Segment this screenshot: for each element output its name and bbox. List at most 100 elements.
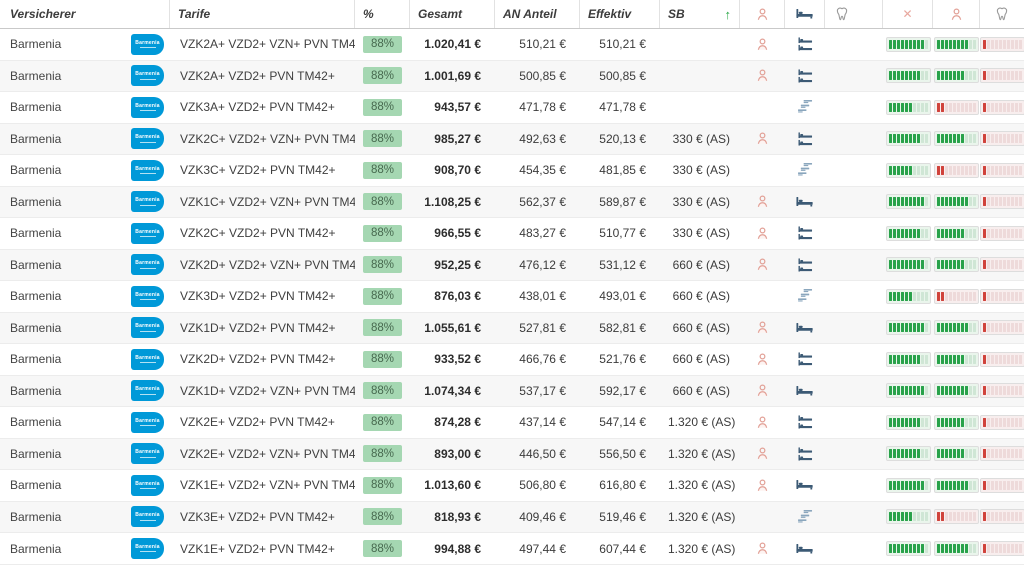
percent-cell: 88% — [355, 224, 410, 242]
table-row[interactable]: Barmenia Barmenia VZK2A+ VZD2+ PVN TM42+ 88… — [0, 60, 1024, 93]
table-row[interactable]: Barmenia Barmenia VZK1D+ VZD2+ PVN TM42+ 88… — [0, 312, 1024, 345]
doctor-rating-bar — [934, 225, 979, 241]
gesamt-value: 943,57 € — [434, 100, 481, 115]
table-row[interactable]: Barmenia Barmenia VZK2D+ VZD2+ PVN TM42+ 88… — [0, 344, 1024, 376]
table-row[interactable]: Barmenia Barmenia VZK2E+ VZD2+ VZN+ PVN TM… — [0, 438, 1024, 471]
effektiv-value: 510,21 € — [599, 37, 646, 52]
tariff-name: VZK1E+ VZD2+ VZN+ PVN TM42+ — [170, 478, 355, 492]
dental-rating-bar — [980, 162, 1024, 178]
percent-badge: 88% — [363, 413, 402, 431]
percent-badge: 88% — [363, 445, 402, 463]
sb-value: 660 € (AS) — [672, 257, 730, 272]
double-bed-icon — [798, 37, 813, 51]
dental-rating-bar — [980, 351, 1024, 367]
column-header-tarife[interactable]: Tarife — [170, 0, 355, 28]
column-header-percent[interactable]: % — [355, 0, 410, 28]
effektiv-value: 481,85 € — [599, 163, 646, 178]
column-header-hospital[interactable] — [785, 0, 825, 28]
tariff-name: VZK3C+ VZD2+ PVN TM42+ — [170, 163, 355, 177]
column-header-effektiv[interactable]: Effektiv — [580, 0, 660, 28]
sb-value: 1.320 € (AS) — [668, 415, 736, 430]
table-row[interactable]: Barmenia Barmenia VZK2C+ VZD2+ PVN TM42+ 88… — [0, 218, 1024, 250]
tariff-label: VZK3D+ VZD2+ PVN TM42+ — [180, 289, 336, 304]
exclusion-rating-bar — [885, 541, 931, 556]
tariff-name: VZK1D+ VZD2+ PVN TM42+ — [170, 321, 355, 335]
insurer-logo: Barmenia — [131, 380, 164, 402]
doctor-cell — [740, 320, 785, 335]
exclusion-rating-bar — [885, 414, 931, 430]
effektiv-value: 592,17 € — [599, 383, 646, 398]
hospital-room-cell — [785, 258, 825, 272]
doctor-rating-bar — [934, 257, 979, 273]
column-header-dental-score[interactable] — [980, 0, 1024, 28]
doctor-rating-bar-cell — [933, 257, 980, 273]
exclusion-rating-bar — [885, 131, 931, 147]
column-header-doctor[interactable] — [740, 0, 785, 28]
insurer-name: Barmenia — [10, 446, 62, 461]
doctor-icon — [755, 226, 770, 241]
doctor-cell — [740, 415, 785, 430]
sb-value: 330 € (AS) — [672, 163, 730, 178]
hospital-room-cell — [785, 69, 825, 83]
tariff-label: VZK2A+ VZD2+ VZN+ PVN TM42+ — [180, 37, 355, 52]
hospital-room-cell — [785, 289, 825, 303]
gesamt-value: 985,27 € — [434, 131, 481, 146]
table-row[interactable]: Barmenia Barmenia VZK1C+ VZD2+ VZN+ PVN TM… — [0, 186, 1024, 219]
dental-rating-bar — [980, 36, 1024, 52]
column-header-dental[interactable] — [825, 0, 883, 28]
hospital-room-cell — [785, 100, 825, 114]
table-row[interactable]: Barmenia Barmenia VZK2D+ VZD2+ VZN+ PVN TM… — [0, 249, 1024, 282]
column-header-gesamt[interactable]: Gesamt — [410, 0, 495, 28]
table-row[interactable]: Barmenia Barmenia VZK2A+ VZD2+ VZN+ PVN TM… — [0, 29, 1024, 61]
doctor-rating-bar — [934, 477, 979, 493]
dental-rating-bar-cell — [980, 320, 1024, 336]
column-header-versicherer[interactable]: Versicherer — [0, 0, 170, 28]
insurer-name: Barmenia — [10, 163, 62, 178]
insurer-logo: Barmenia — [131, 65, 164, 87]
dental-rating-bar-cell — [980, 477, 1024, 493]
doctor-icon — [755, 37, 770, 52]
exclusion-rating-bar — [885, 99, 931, 115]
table-row[interactable]: Barmenia Barmenia VZK3A+ VZD2+ PVN TM42+ 88… — [0, 92, 1024, 124]
column-header-doctor-score[interactable] — [933, 0, 980, 28]
tariff-label: VZK1C+ VZD2+ VZN+ PVN TM42+ — [180, 194, 355, 209]
table-row[interactable]: Barmenia Barmenia VZK3D+ VZD2+ PVN TM42+ 88… — [0, 281, 1024, 313]
percent-cell: 88% — [355, 445, 410, 463]
doctor-rating-bar-cell — [933, 414, 980, 430]
doctor-cell — [740, 131, 785, 146]
column-header-an-anteil[interactable]: AN Anteil — [495, 0, 580, 28]
dental-rating-bar-cell — [980, 162, 1024, 178]
table-row[interactable]: Barmenia Barmenia VZK1D+ VZD2+ VZN+ PVN TM… — [0, 375, 1024, 408]
table-row[interactable]: Barmenia Barmenia VZK1E+ VZD2+ PVN TM42+ 88… — [0, 533, 1024, 565]
tariff-name: VZK2A+ VZD2+ PVN TM42+ — [170, 69, 355, 83]
table-row[interactable]: Barmenia Barmenia VZK2E+ VZD2+ PVN TM42+ 88… — [0, 407, 1024, 439]
doctor-rating-bar-cell — [933, 99, 980, 115]
sort-ascending-icon[interactable]: ↑ — [724, 6, 732, 22]
percent-cell: 88% — [355, 130, 410, 148]
table-row[interactable]: Barmenia Barmenia VZK2C+ VZD2+ VZN+ PVN TM… — [0, 123, 1024, 156]
insurer-cell: Barmenia Barmenia — [0, 411, 170, 433]
percent-badge: 88% — [363, 382, 402, 400]
doctor-rating-bar — [934, 446, 979, 462]
effektiv-value: 520,13 € — [599, 131, 646, 146]
percent-badge: 88% — [363, 540, 402, 557]
tariff-label: VZK1D+ VZD2+ VZN+ PVN TM42+ — [180, 383, 355, 398]
dental-rating-bar — [980, 131, 1024, 147]
table-row[interactable]: Barmenia Barmenia VZK1E+ VZD2+ VZN+ PVN TM… — [0, 470, 1024, 502]
insurer-cell: Barmenia Barmenia — [0, 506, 170, 528]
sb-value: 660 € (AS) — [672, 383, 730, 398]
table-row[interactable]: Barmenia Barmenia VZK3E+ VZD2+ PVN TM42+ 88… — [0, 501, 1024, 534]
column-header-sb[interactable]: SB ↑ — [660, 0, 740, 28]
table-row[interactable]: Barmenia Barmenia VZK3C+ VZD2+ PVN TM42+ 88… — [0, 155, 1024, 187]
sb-value: 660 € (AS) — [672, 320, 730, 335]
exclusion-rating-bar — [885, 68, 931, 84]
insurer-name: Barmenia — [10, 37, 62, 52]
gesamt-value: 1.108,25 € — [424, 194, 481, 209]
double-bed-icon — [798, 69, 813, 83]
column-header-exclusion-score[interactable]: ✕ — [883, 0, 933, 28]
exclusion-rating-bar-cell — [883, 225, 933, 241]
exclusion-rating-bar — [885, 509, 931, 525]
dental-rating-bar-cell — [980, 36, 1024, 52]
exclusion-rating-bar — [885, 36, 931, 52]
insurer-name: Barmenia — [10, 478, 62, 493]
